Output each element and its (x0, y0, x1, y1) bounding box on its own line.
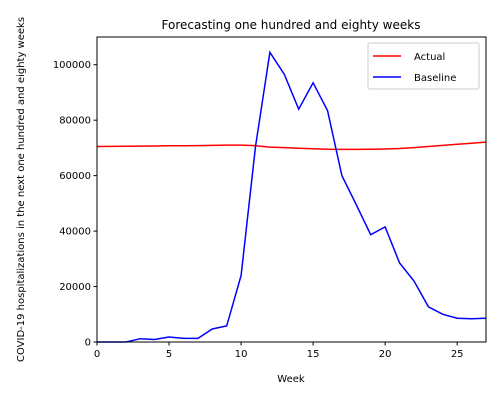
plot-area-frame (96, 36, 487, 343)
y-tick-label: 40000 (59, 227, 91, 238)
x-tick-label: 25 (451, 349, 464, 360)
chart-title: Forecasting one hundred and eighty weeks (162, 18, 421, 32)
y-axis: 0 20000 40000 60000 80000 100000 (53, 60, 97, 349)
y-tick-label: 20000 (59, 282, 91, 293)
y-axis-label: COVID-19 hospitalizations in the next on… (16, 17, 27, 362)
x-tick-label: 15 (307, 349, 320, 360)
x-tick-label: 20 (379, 349, 392, 360)
legend-label-actual: Actual (414, 52, 445, 63)
x-tick-label: 10 (235, 349, 248, 360)
plot-lines (96, 50, 487, 343)
y-tick-label: 60000 (59, 171, 91, 182)
legend-label-baseline: Baseline (414, 73, 456, 84)
x-tick-label: 0 (94, 349, 100, 360)
series-line-actual (96, 141, 487, 151)
legend: Actual Baseline (367, 42, 480, 90)
x-axis: 0 5 10 15 20 25 (94, 342, 464, 360)
x-axis-label: Week (277, 374, 305, 385)
series-line-baseline (97, 50, 487, 343)
y-tick-label: 100000 (53, 60, 91, 71)
y-tick-label: 80000 (59, 116, 91, 127)
x-tick-label: 5 (166, 349, 172, 360)
y-tick-label: 0 (85, 338, 91, 349)
